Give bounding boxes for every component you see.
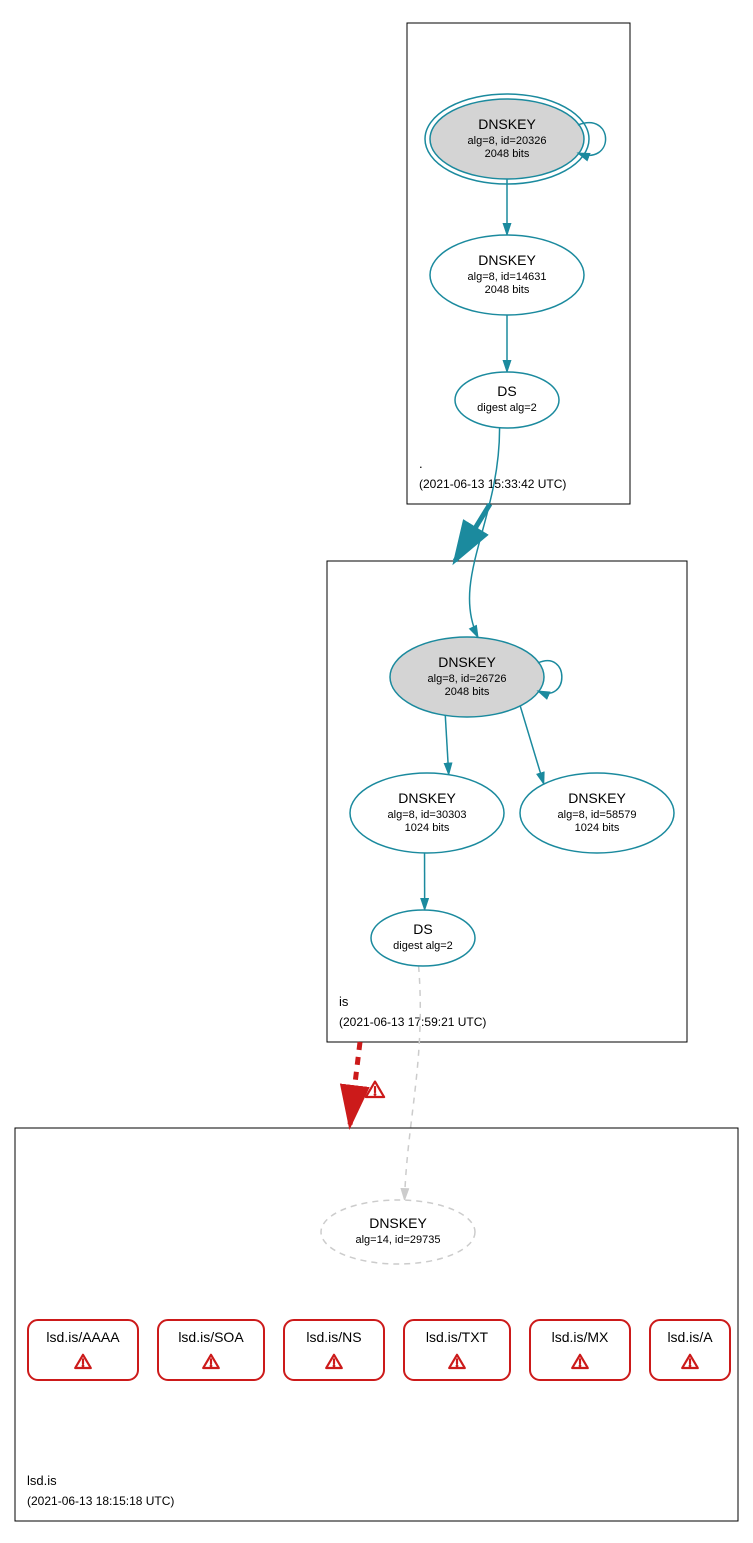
node-title: DNSKEY (398, 790, 456, 806)
node-title: DNSKEY (478, 116, 536, 132)
rr-box: lsd.is/MX (530, 1320, 630, 1380)
rr-label: lsd.is/TXT (426, 1329, 489, 1345)
zone-arrow (350, 1042, 360, 1125)
node-sub2: 2048 bits (485, 284, 530, 296)
edge-is_ds-lsd_dnskey (405, 966, 421, 1200)
zone-timestamp: (2021-06-13 18:15:18 UTC) (27, 1494, 174, 1508)
rr-label: lsd.is/SOA (178, 1329, 244, 1345)
edge-is_ksk-is_zsk2 (520, 706, 544, 784)
node-sub1: digest alg=2 (393, 940, 453, 952)
edge-is_ksk-is_zsk1 (445, 715, 448, 774)
rr-box: lsd.is/TXT (404, 1320, 510, 1380)
node-sub1: alg=8, id=30303 (388, 809, 467, 821)
node-sub1: digest alg=2 (477, 402, 537, 414)
node-title: DNSKEY (369, 1215, 427, 1231)
rr-label: lsd.is/A (667, 1329, 713, 1345)
node-sub1: alg=8, id=58579 (558, 809, 637, 821)
node-sub1: alg=14, id=29735 (355, 1234, 440, 1246)
warning-icon (366, 1082, 384, 1097)
rr-label: lsd.is/NS (306, 1329, 361, 1345)
zone-label: . (419, 456, 423, 471)
node-sub2: 1024 bits (405, 822, 450, 834)
node-is_ds: DS digest alg=2 (371, 910, 475, 966)
rr-box: lsd.is/A (650, 1320, 730, 1380)
zone-timestamp: (2021-06-13 17:59:21 UTC) (339, 1015, 486, 1029)
node-root_ds: DS digest alg=2 (455, 372, 559, 428)
node-sub2: 1024 bits (575, 822, 620, 834)
rr-box: lsd.is/AAAA (28, 1320, 138, 1380)
zone-arrow (455, 504, 490, 561)
node-is_ksk: DNSKEY alg=8, id=267262048 bits (390, 637, 562, 717)
node-title: DNSKEY (568, 790, 626, 806)
node-is_zsk1: DNSKEY alg=8, id=303031024 bits (350, 773, 504, 853)
node-sub2: 2048 bits (485, 148, 530, 160)
node-sub1: alg=8, id=20326 (468, 135, 547, 147)
node-title: DS (413, 921, 432, 937)
rr-box: lsd.is/NS (284, 1320, 384, 1380)
rr-label: lsd.is/MX (552, 1329, 609, 1345)
zone-label: is (339, 994, 349, 1009)
node-sub2: 2048 bits (445, 686, 490, 698)
node-lsd_dnskey: DNSKEY alg=14, id=29735 (321, 1200, 475, 1264)
rr-box: lsd.is/SOA (158, 1320, 264, 1380)
node-title: DNSKEY (478, 252, 536, 268)
node-is_zsk2: DNSKEY alg=8, id=585791024 bits (520, 773, 674, 853)
node-title: DS (497, 383, 516, 399)
node-sub1: alg=8, id=26726 (428, 673, 507, 685)
zone-label: lsd.is (27, 1473, 57, 1488)
node-root_ksk: DNSKEY alg=8, id=203262048 bits (425, 94, 606, 184)
node-sub1: alg=8, id=14631 (468, 271, 547, 283)
dnssec-diagram: .(2021-06-13 15:33:42 UTC)is(2021-06-13 … (0, 0, 753, 1543)
node-root_zsk: DNSKEY alg=8, id=146312048 bits (430, 235, 584, 315)
rr-label: lsd.is/AAAA (46, 1329, 120, 1345)
node-title: DNSKEY (438, 654, 496, 670)
